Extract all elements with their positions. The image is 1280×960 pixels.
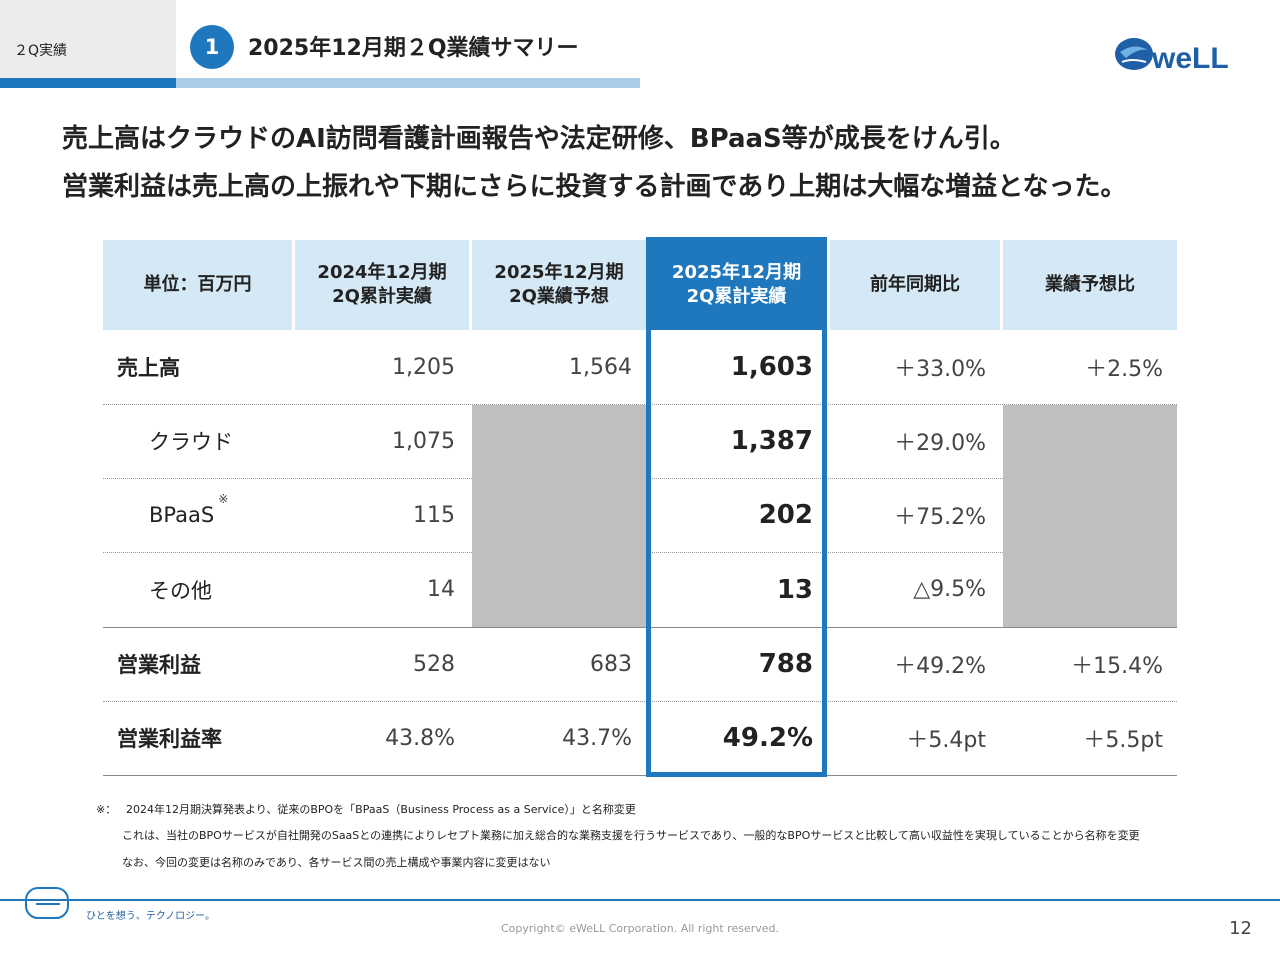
cell-yoy: ＋29.0% (894, 431, 986, 456)
row-divider (103, 701, 1177, 702)
page-number: 12 (1229, 918, 1252, 939)
headline-line-2: 営業利益は売上高の上振れや下期にさらに投資する計画であり上期は大幅な増益となった… (62, 172, 1127, 202)
cell-prev: 1,205 (392, 354, 455, 380)
table-row: クラウド 1,075 1,387 ＋29.0% (103, 404, 1177, 478)
header-vs-forecast: 業績予想比 (1003, 240, 1177, 330)
section-divider (103, 627, 1177, 628)
row-label: クラウド (149, 430, 233, 454)
row-label: 営業利益率 (117, 727, 222, 751)
company-logo: weLL (1115, 38, 1229, 75)
cell-vs-forecast: ＋15.4% (1071, 654, 1163, 679)
section-tab (0, 0, 176, 88)
cell-actual: 49.2% (722, 723, 813, 753)
header-prev-actual-line2: 2Q累計実績 (332, 286, 432, 307)
table-row: その他 14 13 △9.5% (103, 552, 1177, 627)
header-vs-forecast-text: 業績予想比 (1045, 274, 1135, 295)
header-current-actual-line2: 2Q累計実績 (686, 286, 787, 307)
cell-yoy: ＋49.2% (894, 654, 986, 679)
header-prev-actual-line1: 2024年12月期 (317, 262, 447, 283)
note-line-2: これは、当社のBPOサービスが自社開発のSaaSとの連携によりレセプト業務に加え… (122, 829, 1140, 842)
title-underline (176, 78, 640, 88)
table-row: BPaaS ※ 115 202 ＋75.2% (103, 478, 1177, 552)
cell-actual: 13 (776, 574, 813, 605)
row-divider (103, 552, 472, 553)
empty-forecast-cells (472, 405, 646, 627)
header-unit: 単位：百万円 (103, 240, 292, 330)
cell-yoy: ＋75.2% (894, 505, 986, 530)
table-bottom-border (103, 775, 1177, 776)
header-forecast-line2: 2Q業績予想 (509, 286, 609, 307)
cell-forecast: 683 (590, 651, 632, 677)
header-current-actual: 2025年12月期 2Q累計実績 (646, 240, 827, 330)
row-label: その他 (149, 578, 212, 603)
note-line-3: なお、今回の変更は名称のみであり、各サービス間の売上構成や事業内容に変更はない (122, 856, 551, 869)
note-mark: ※： (96, 803, 117, 816)
header-yoy: 前年同期比 (830, 240, 1000, 330)
footer-tagline: ひとを想う、テクノロジー。 (86, 911, 215, 922)
row-label: 営業利益 (117, 653, 201, 677)
cell-prev: 14 (427, 577, 455, 602)
cell-forecast: 43.7% (562, 725, 632, 751)
section-number-badge: 1 (190, 25, 234, 69)
header-forecast-line1: 2025年12月期 (494, 262, 624, 283)
header-unit-text: 単位：百万円 (143, 274, 252, 295)
note-line-1: 2024年12月期決算発表より、従来のBPOを「BPaaS（Business P… (126, 803, 636, 816)
row-label-text: BPaaS (149, 503, 215, 527)
footer-logo-icon (0, 887, 69, 919)
page-title: 2025年12月期２Q業績サマリー (248, 36, 579, 61)
cell-prev: 528 (413, 651, 455, 677)
footer-line (0, 899, 1280, 901)
svg-text:weLL: weLL (1151, 42, 1229, 75)
cell-actual: 1,603 (730, 352, 813, 382)
empty-vs-forecast-cells (1003, 405, 1177, 627)
row-divider (103, 478, 472, 479)
header-yoy-text: 前年同期比 (870, 274, 960, 295)
header-prev-actual: 2024年12月期 2Q累計実績 (295, 240, 469, 330)
cell-prev: 115 (413, 502, 455, 528)
cell-vs-forecast: ＋5.5pt (1083, 728, 1163, 753)
header-current-actual-line1: 2025年12月期 (671, 262, 802, 283)
cell-vs-forecast: ＋2.5% (1085, 357, 1163, 382)
cell-actual: 1,387 (730, 426, 813, 456)
cell-actual: 788 (758, 649, 813, 679)
header-forecast: 2025年12月期 2Q業績予想 (472, 240, 646, 330)
cell-prev: 43.8% (385, 725, 455, 751)
cell-forecast: 1,564 (569, 354, 632, 380)
cell-actual: 202 (758, 500, 813, 530)
footnote-mark: ※ (218, 492, 229, 506)
table-row: 営業利益 528 683 788 ＋49.2% ＋15.4% (103, 627, 1177, 701)
copyright: Copyright© eWeLL Corporation. All right … (500, 922, 780, 935)
table-row: 営業利益率 43.8% 43.7% 49.2% ＋5.4pt ＋5.5pt (103, 701, 1177, 775)
cell-yoy: △9.5% (913, 577, 986, 602)
row-label: 売上高 (117, 356, 180, 380)
headline-line-1: 売上高はクラウドのAI訪問看護計画報告や法定研修、BPaaS等が成長をけん引。 (62, 124, 1016, 154)
table-row: 売上高 1,205 1,564 1,603 ＋33.0% ＋2.5% (103, 330, 1177, 404)
row-label: BPaaS ※ (103, 478, 295, 552)
cell-prev: 1,075 (392, 428, 455, 454)
row-divider (103, 404, 1177, 405)
cell-yoy: ＋33.0% (894, 357, 986, 382)
section-label: ２Q実績 (14, 43, 68, 59)
section-tab-underline (0, 78, 176, 88)
table-header-row: 単位：百万円 2024年12月期 2Q累計実績 2025年12月期 2Q業績予想… (103, 240, 1177, 330)
cell-yoy: ＋5.4pt (906, 728, 986, 753)
